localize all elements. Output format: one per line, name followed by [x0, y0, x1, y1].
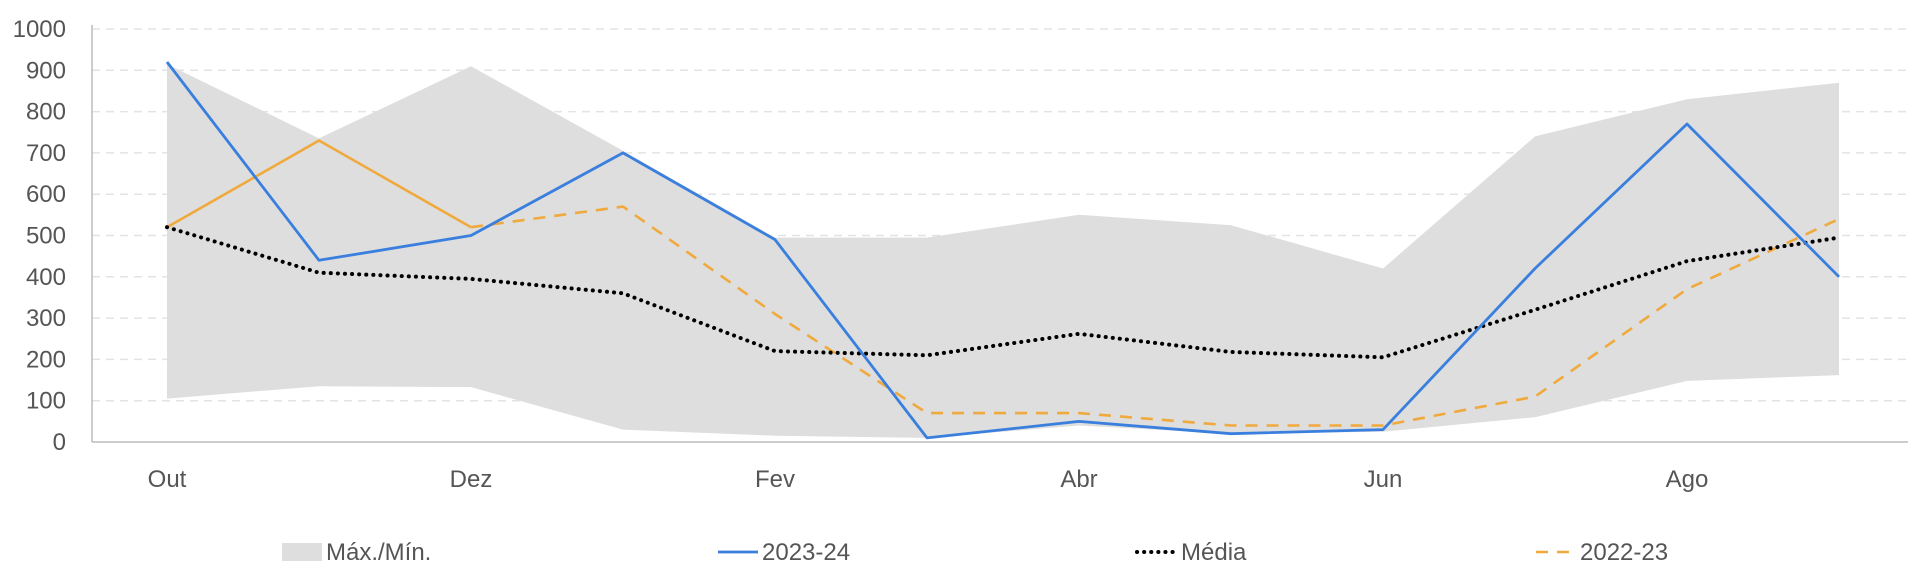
- series-2023-24-point: [317, 258, 321, 262]
- legend-item: 2023-24: [718, 539, 850, 566]
- legend-item: 2022-23: [1536, 539, 1668, 566]
- y-tick-label: 900: [26, 57, 66, 84]
- x-tick-label: Fev: [755, 466, 795, 493]
- series-2023-24-point: [469, 234, 473, 238]
- y-tick-label: 600: [26, 181, 66, 208]
- y-tick-label: 700: [26, 140, 66, 167]
- legend-swatch-max-min: [282, 543, 322, 561]
- x-tick-label: Abr: [1060, 466, 1097, 493]
- y-tick-label: 800: [26, 99, 66, 126]
- y-tick-label: 500: [26, 223, 66, 250]
- legend-label: 2022-23: [1580, 539, 1668, 566]
- series-2022-23-point: [1533, 395, 1537, 399]
- series-2023-24-point: [621, 151, 625, 155]
- y-tick-label: 200: [26, 346, 66, 373]
- y-tick-label: 300: [26, 305, 66, 332]
- series-2022-23-point: [621, 205, 625, 209]
- series-m-dia-point: [1381, 355, 1385, 359]
- series-m-dia-point: [469, 277, 473, 281]
- legend-item: Média: [1135, 539, 1247, 566]
- y-tick-label: 0: [53, 429, 66, 456]
- series-2023-24-point: [1077, 419, 1081, 423]
- series-2023-24-point: [925, 436, 929, 440]
- series-2023-24-point: [1837, 275, 1841, 279]
- series-2023-24-line: [165, 61, 1840, 440]
- series-m-dia-point: [773, 349, 777, 353]
- series-2023-24-point: [165, 60, 169, 64]
- series-m-dia-point: [925, 353, 929, 357]
- series-2023-24-point: [1229, 432, 1233, 436]
- series-m-dia-point: [1685, 259, 1689, 263]
- series-m-dia-point: [621, 291, 625, 295]
- series-m-dia-point: [1837, 236, 1841, 240]
- series-m-dia-point: [317, 271, 321, 275]
- legend: Máx./Mín. 2023-24 Média 2022-23: [282, 539, 1668, 566]
- series-layer: [165, 60, 1841, 440]
- legend-label: 2023-24: [762, 539, 850, 566]
- series-2022-23-point: [773, 312, 777, 316]
- y-tick-label: 100: [26, 388, 66, 415]
- series-2022-23-point: [1837, 217, 1841, 221]
- max-min-band: [167, 64, 1839, 438]
- x-tick-label: Jun: [1364, 466, 1403, 493]
- y-tick-label: 400: [26, 264, 66, 291]
- series-m-dia-point: [165, 225, 169, 229]
- legend-item: Máx./Mín.: [282, 539, 431, 566]
- series-m-dia-point: [1077, 332, 1081, 336]
- series-2023-24-point: [1685, 122, 1689, 126]
- x-tick-label: Out: [148, 466, 187, 493]
- x-tick-label: Dez: [450, 466, 493, 493]
- axis-layer: 0 100 200 300 400 500 600 700 800 900 1000 Out Dez Fe…: [13, 16, 1908, 493]
- band-layer: [167, 64, 1839, 438]
- series-2022-23-point: [925, 411, 929, 415]
- series-2022-23-point: [469, 225, 473, 229]
- series-2022-23-point: [1077, 411, 1081, 415]
- series-2022-23-dashed-line: [470, 205, 1840, 427]
- series-m-dia-point: [1229, 350, 1233, 354]
- series-m-dia-point: [1533, 308, 1537, 312]
- series-2022-23-point: [1685, 287, 1689, 291]
- series-2023-24-point: [1533, 267, 1537, 271]
- series-2022-23-point: [317, 139, 321, 143]
- series-2022-23-solid-line: [166, 139, 472, 229]
- x-tick-label: Ago: [1666, 466, 1709, 493]
- series-2023-24-point: [773, 238, 777, 242]
- series-2023-24-point: [1381, 428, 1385, 432]
- y-tick-label: 1000: [13, 16, 66, 43]
- legend-label: Máx./Mín.: [326, 539, 431, 566]
- legend-label: Média: [1181, 539, 1247, 566]
- series-m-dia-line: [165, 225, 1841, 360]
- series-2022-23-point: [1229, 424, 1233, 428]
